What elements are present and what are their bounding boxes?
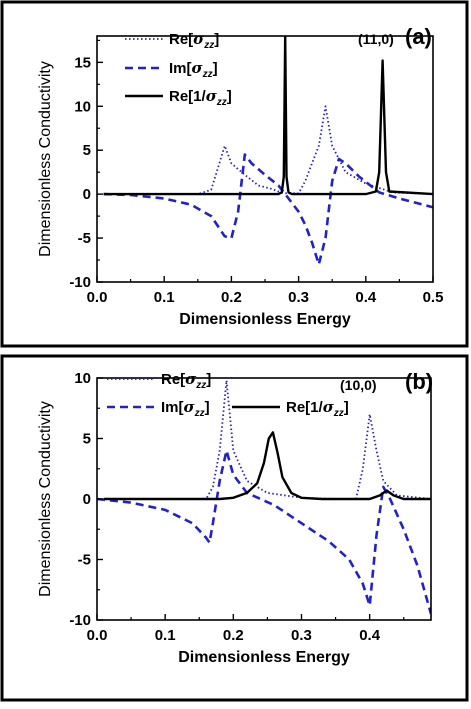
y-tick-label: 5: [83, 431, 91, 448]
x-tick-label: 0.2: [223, 627, 244, 644]
x-tick-label: 0.2: [221, 289, 242, 306]
chart-svg: 0.0 0.1 0.2 0.3 0.4 -10 -5 0 5 10 Dimensionless En…: [0, 354, 469, 702]
panel-label: (b): [405, 369, 433, 394]
x-tick-label: 0.4: [355, 289, 377, 306]
x-tick-label: 0.0: [87, 289, 108, 306]
panel-a: 0.0 0.1 0.2 0.3 0.4 0.5 -10 -5 0 5 10 15 Dimensionle…: [0, 0, 471, 350]
x-tick-label: 0.0: [87, 627, 108, 644]
legend-label-1: Im[σzz]: [169, 59, 218, 80]
panel-label: (a): [405, 24, 432, 49]
panel-b: 0.0 0.1 0.2 0.3 0.4 -10 -5 0 5 10 Dimensionless En…: [0, 354, 471, 704]
legend-label-2: Re[1/σzz]: [286, 398, 349, 419]
legend-label-1: Im[σzz]: [161, 398, 210, 419]
series-line-2: [103, 36, 433, 196]
chart-svg: 0.0 0.1 0.2 0.3 0.4 0.5 -10 -5 0 5 10 15 Dimensionle…: [0, 0, 469, 348]
series-line-2: [103, 431, 431, 501]
y-tick-label: 10: [74, 98, 91, 115]
y-tick-label: 5: [83, 142, 91, 159]
x-tick-label: 0.1: [155, 627, 176, 644]
y-tick-label: -5: [78, 230, 91, 247]
panel-frame: [0, 0, 469, 348]
y-tick-label: 15: [74, 54, 91, 71]
y-axis-label: Dimensionless Conductivity: [37, 61, 54, 257]
y-tick-label: 10: [74, 370, 91, 387]
y-tick-label: -5: [78, 552, 91, 569]
legend-label-2: Re[1/σzz]: [169, 87, 232, 108]
x-axis-label: Dimensionless Energy: [179, 311, 351, 328]
y-tick-label: -10: [69, 612, 91, 629]
x-axis-label: Dimensionless Energy: [178, 649, 350, 666]
x-tick-label: 0.4: [359, 627, 381, 644]
series-line-1: [103, 153, 433, 266]
y-tick-label: 0: [83, 186, 91, 203]
x-tick-label: 0.1: [154, 289, 175, 306]
y-axis-label: Dimensionless Conductivity: [37, 401, 54, 597]
x-tick-label: 0.5: [423, 289, 444, 306]
legend-label-0: Re[σzz]: [161, 370, 211, 391]
x-tick-label: 0.3: [291, 627, 312, 644]
series-line-0: [103, 379, 431, 500]
panel-frame: [0, 354, 469, 702]
y-tick-label: -10: [69, 274, 91, 291]
chiral-index-annotation: (11,0): [358, 31, 394, 47]
chiral-index-annotation: (10,0): [340, 377, 377, 393]
legend-label-0: Re[σzz]: [169, 30, 219, 51]
x-tick-label: 0.3: [288, 289, 309, 306]
y-tick-label: 0: [83, 491, 91, 508]
